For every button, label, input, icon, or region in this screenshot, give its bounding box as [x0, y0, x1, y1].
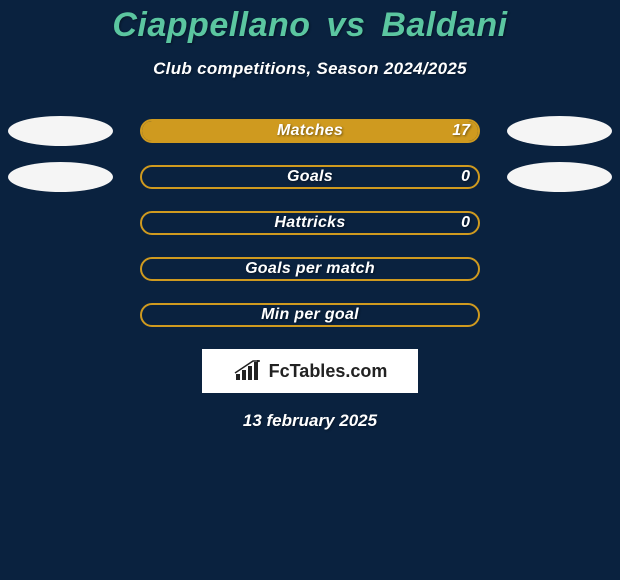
- stat-label: Goals: [142, 167, 478, 187]
- player-ellipse-left: [8, 162, 113, 192]
- stat-row: Goals per match: [0, 257, 620, 281]
- stat-bar: Goals: [140, 165, 480, 189]
- stat-row: 0 Goals 0: [0, 165, 620, 189]
- stat-label: Matches: [142, 121, 478, 141]
- stats-list: 11 Matches 17 0 Goals 0 0: [0, 119, 620, 327]
- page-title: Ciappellano vs Baldani: [112, 6, 507, 45]
- stat-label: Goals per match: [142, 259, 478, 279]
- title-player1: Ciappellano: [112, 6, 310, 44]
- date-stamp: 13 february 2025: [243, 411, 377, 431]
- stat-row: 0 Hattricks 0: [0, 211, 620, 235]
- stat-bar: Goals per match: [140, 257, 480, 281]
- stat-right-value: 0: [461, 168, 470, 186]
- stat-bar: Matches: [140, 119, 480, 143]
- stat-row: 11 Matches 17: [0, 119, 620, 143]
- player-ellipse-right: [507, 116, 612, 146]
- stat-label: Min per goal: [142, 305, 478, 325]
- subtitle: Club competitions, Season 2024/2025: [153, 59, 467, 79]
- stat-row: Min per goal: [0, 303, 620, 327]
- stat-bar: Min per goal: [140, 303, 480, 327]
- attribution-badge: FcTables.com: [202, 349, 418, 393]
- comparison-infographic: Ciappellano vs Baldani Club competitions…: [0, 0, 620, 580]
- title-player2: Baldani: [381, 6, 507, 44]
- player-ellipse-right: [507, 162, 612, 192]
- attribution-text: FcTables.com: [269, 361, 388, 382]
- stat-right-value: 0: [461, 214, 470, 232]
- stat-bar: Hattricks: [140, 211, 480, 235]
- barchart-icon: [233, 360, 263, 382]
- player-ellipse-left: [8, 116, 113, 146]
- title-vs: vs: [327, 6, 366, 44]
- stat-label: Hattricks: [142, 213, 478, 233]
- stat-right-value: 17: [452, 122, 470, 140]
